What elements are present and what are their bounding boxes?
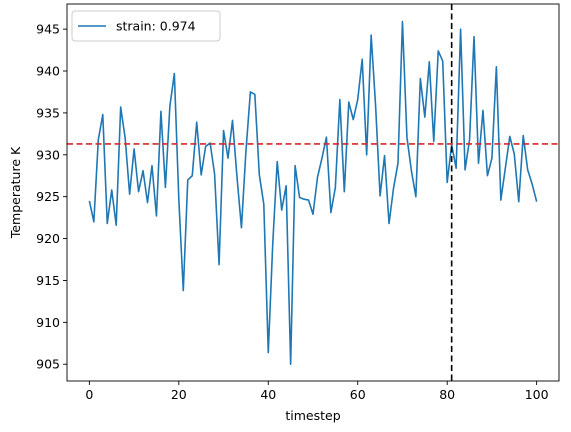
- x-axis-label: timestep: [285, 408, 340, 423]
- y-tick-label: 905: [36, 357, 60, 372]
- x-tick-label: 40: [260, 387, 276, 402]
- y-tick-label: 925: [36, 189, 60, 204]
- reference-lines: [67, 4, 559, 381]
- x-axis-ticks: 0 20 40 60 80 100: [85, 381, 549, 402]
- x-tick-label: 20: [171, 387, 187, 402]
- y-tick-label: 945: [36, 22, 60, 37]
- series-line: [88, 20, 538, 366]
- x-tick-label: 100: [525, 387, 549, 402]
- y-tick-label: 910: [36, 315, 60, 330]
- y-tick-label: 930: [36, 147, 60, 162]
- plot-area: [88, 20, 538, 366]
- legend-label: strain: 0.974: [116, 19, 196, 34]
- y-axis-ticks: 905 910 915 920 925 930 935 940 945: [36, 22, 67, 372]
- y-axis-label: Temperature K: [8, 146, 23, 239]
- legend-box: [71, 10, 221, 42]
- x-tick-label: 0: [85, 387, 93, 402]
- x-tick-label: 60: [350, 387, 366, 402]
- y-tick-label: 915: [36, 273, 60, 288]
- y-tick-label: 935: [36, 105, 60, 120]
- y-tick-label: 940: [36, 64, 60, 79]
- legend: strain: 0.974: [71, 10, 221, 42]
- axes-frame: [66, 3, 560, 382]
- x-tick-label: 80: [439, 387, 455, 402]
- y-tick-label: 920: [36, 231, 60, 246]
